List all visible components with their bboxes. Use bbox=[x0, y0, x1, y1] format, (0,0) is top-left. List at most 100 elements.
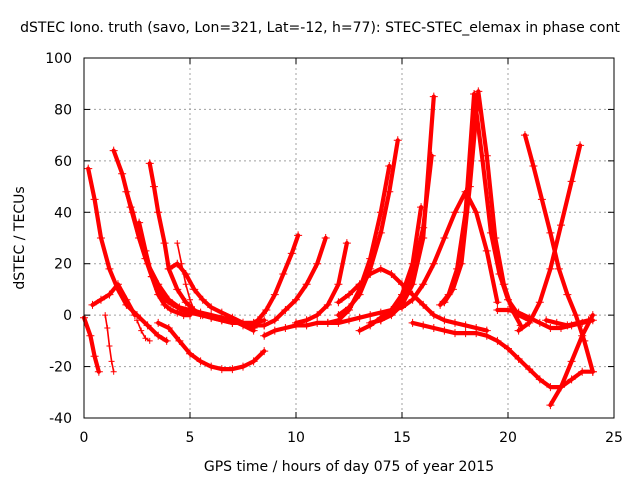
data-point bbox=[576, 141, 585, 150]
data-point bbox=[472, 329, 481, 338]
data-point bbox=[482, 331, 491, 340]
x-tick-labels: 0 5 10 15 20 25 bbox=[80, 430, 623, 446]
data-point bbox=[154, 208, 163, 217]
data-point bbox=[472, 208, 481, 217]
data-point bbox=[109, 146, 118, 155]
data-point bbox=[429, 324, 438, 332]
data-point bbox=[398, 280, 406, 289]
data-series bbox=[440, 87, 525, 330]
data-point bbox=[88, 300, 97, 309]
data-point bbox=[108, 358, 115, 365]
data-point bbox=[355, 313, 364, 322]
data-point bbox=[554, 264, 563, 273]
data-point bbox=[207, 362, 216, 371]
data-point bbox=[542, 316, 551, 325]
data-series bbox=[164, 259, 258, 332]
data-point bbox=[323, 300, 332, 309]
data-point bbox=[578, 331, 587, 340]
data-point bbox=[90, 195, 99, 204]
data-point bbox=[198, 311, 207, 320]
data-point bbox=[573, 318, 582, 327]
data-point bbox=[525, 318, 534, 327]
data-point bbox=[451, 208, 459, 217]
data-point bbox=[525, 365, 534, 374]
data-point bbox=[482, 151, 491, 160]
data-series bbox=[514, 141, 585, 335]
data-point bbox=[130, 311, 139, 320]
data-point bbox=[334, 311, 343, 320]
data-point bbox=[154, 290, 163, 299]
data-point bbox=[355, 290, 364, 299]
data-point bbox=[334, 280, 343, 289]
data-point bbox=[571, 311, 580, 320]
data-point bbox=[164, 264, 173, 273]
data-point bbox=[175, 336, 184, 345]
data-point bbox=[105, 264, 114, 273]
x-tick-label: 25 bbox=[605, 430, 623, 446]
data-point bbox=[262, 306, 271, 314]
data-point bbox=[186, 311, 194, 320]
data-point bbox=[529, 162, 538, 170]
data-point bbox=[96, 234, 105, 242]
data-point bbox=[292, 318, 300, 327]
data-point bbox=[217, 365, 226, 374]
data-point bbox=[588, 367, 597, 376]
data-point bbox=[135, 218, 144, 227]
data-point bbox=[186, 349, 194, 358]
data-point bbox=[345, 303, 353, 312]
data-point bbox=[457, 259, 466, 268]
data-point bbox=[376, 228, 385, 237]
data-point bbox=[104, 325, 111, 331]
data-point bbox=[493, 336, 502, 345]
data-series bbox=[376, 92, 438, 325]
data-point bbox=[207, 303, 216, 312]
data-series-line bbox=[442, 89, 523, 328]
data-point bbox=[355, 326, 364, 335]
data-point bbox=[279, 270, 288, 278]
data-series-line bbox=[378, 94, 436, 323]
data-series-line bbox=[325, 163, 392, 325]
data-point bbox=[440, 326, 449, 335]
data-point bbox=[535, 318, 544, 327]
data-point bbox=[160, 300, 169, 309]
data-point bbox=[173, 308, 182, 317]
data-point bbox=[122, 187, 131, 196]
data-point bbox=[323, 318, 332, 327]
data-point bbox=[578, 367, 587, 376]
data-point bbox=[387, 306, 396, 314]
data-point bbox=[474, 87, 483, 96]
data-point bbox=[552, 318, 561, 327]
data-point bbox=[366, 311, 375, 320]
data-series bbox=[542, 316, 593, 330]
data-point bbox=[260, 331, 269, 340]
data-point bbox=[128, 208, 137, 217]
data-point bbox=[537, 195, 546, 204]
y-tick-label: 20 bbox=[54, 257, 72, 273]
data-point bbox=[313, 259, 322, 268]
data-point bbox=[239, 362, 247, 371]
data-point bbox=[86, 331, 95, 340]
data-point bbox=[245, 321, 254, 330]
data-point bbox=[482, 246, 491, 255]
data-point bbox=[436, 300, 445, 309]
data-point bbox=[217, 316, 226, 325]
data-series bbox=[408, 318, 597, 392]
data-point bbox=[557, 383, 565, 392]
data-point bbox=[355, 280, 364, 289]
data-point bbox=[345, 316, 353, 325]
data-point bbox=[181, 298, 190, 307]
data-point bbox=[134, 317, 140, 324]
data-point bbox=[535, 375, 544, 384]
data-point bbox=[366, 318, 375, 327]
data-point bbox=[228, 313, 237, 322]
sparse-series-line bbox=[136, 319, 151, 342]
data-point bbox=[217, 308, 226, 317]
data-point bbox=[239, 318, 247, 327]
data-point bbox=[419, 234, 428, 242]
data-point bbox=[260, 347, 269, 356]
data-point bbox=[198, 295, 207, 304]
y-tick-label: 80 bbox=[54, 102, 72, 118]
data-series bbox=[154, 318, 269, 374]
data-point bbox=[398, 303, 406, 312]
data-point bbox=[281, 324, 290, 332]
